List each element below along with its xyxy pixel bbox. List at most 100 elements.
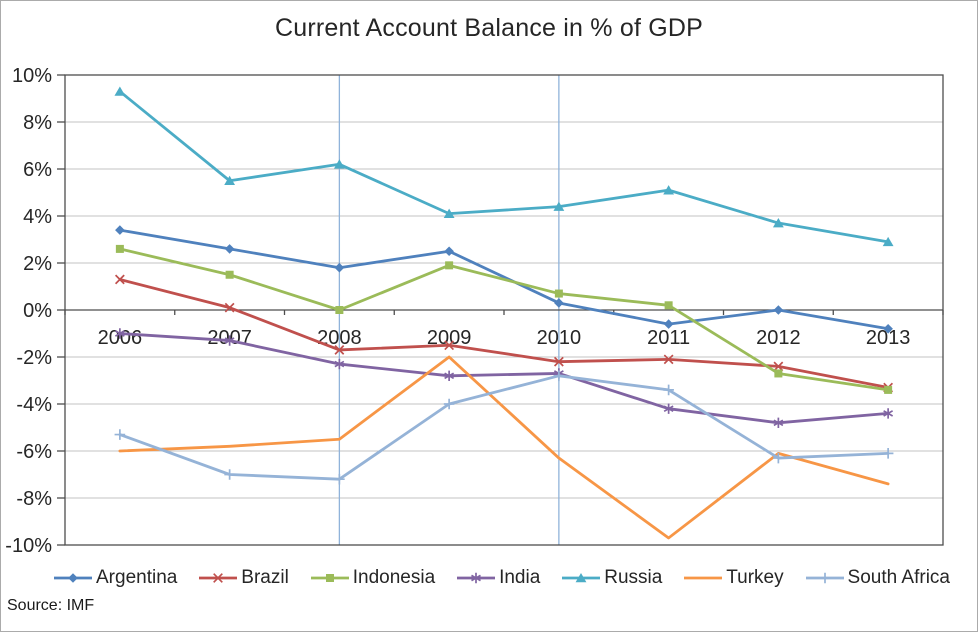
- series-marker-argentina: [115, 225, 125, 235]
- legend-label: India: [499, 567, 541, 588]
- legend-label: South Africa: [847, 567, 950, 588]
- series-marker-south-africa: [882, 448, 894, 459]
- series-marker-brazil: [334, 345, 345, 355]
- series-marker-south-africa: [114, 429, 126, 440]
- series-marker-india: [114, 328, 125, 339]
- series-marker-russia: [333, 159, 345, 169]
- legend-label: Russia: [604, 567, 663, 588]
- legend-swatch-india: [457, 572, 496, 584]
- x-axis-label: 2012: [756, 327, 801, 349]
- series-line-indonesia: [118, 247, 890, 392]
- y-axis-label: 2%: [23, 253, 52, 275]
- legend-label: Argentina: [96, 567, 178, 588]
- series-marker-india: [334, 358, 345, 370]
- series-marker-argentina: [773, 305, 784, 315]
- legend-item-argentina: Argentina: [52, 567, 177, 589]
- series-marker-india: [444, 370, 455, 381]
- legend-item-indonesia: Indonesia: [309, 567, 435, 589]
- series-marker-russia: [663, 185, 675, 195]
- y-axis-label: -8%: [16, 488, 52, 510]
- series-marker-brazil: [663, 354, 674, 365]
- y-axis-label: -10%: [5, 535, 52, 557]
- x-axis-label: 2013: [866, 327, 911, 349]
- y-axis-label: -4%: [16, 394, 52, 416]
- series-marker-brazil: [553, 356, 564, 367]
- series-marker-indonesia: [335, 306, 344, 314]
- series-line-brazil: [118, 278, 890, 389]
- legend-marker: [819, 572, 830, 584]
- series-marker-india: [663, 403, 674, 414]
- series-marker-india: [224, 335, 235, 346]
- legend-item-turkey: Turkey: [682, 567, 784, 589]
- legend-marker: [575, 573, 587, 583]
- legend-marker: [325, 574, 334, 582]
- series-marker-indonesia: [554, 289, 563, 298]
- legend: Argentina Brazil Indonesia India Russia Turke…: [52, 564, 950, 592]
- series-marker-russia: [114, 86, 126, 96]
- chart-title: Current Account Balance in % of GDP: [274, 14, 704, 42]
- series-marker-argentina: [444, 246, 454, 257]
- series-marker-brazil: [773, 361, 784, 372]
- x-axis-label: 2009: [427, 327, 472, 349]
- series-marker-south-africa: [553, 370, 565, 382]
- series-marker-argentina: [334, 262, 345, 273]
- legend-swatch-argentina: [54, 573, 92, 583]
- series-marker-argentina: [663, 319, 674, 329]
- legend-item-russia: Russia: [560, 567, 662, 589]
- series-marker-argentina: [883, 324, 893, 334]
- series-marker-brazil: [224, 302, 235, 313]
- legend-marker: [68, 573, 78, 583]
- legend-label: Brazil: [241, 567, 289, 588]
- series-marker-indonesia: [774, 369, 783, 378]
- source-note: Source: IMF: [7, 597, 95, 614]
- y-axis-label: 6%: [23, 159, 52, 181]
- series-marker-indonesia: [445, 261, 454, 270]
- series-marker-south-africa: [334, 473, 345, 485]
- y-axis-label: -6%: [16, 441, 52, 463]
- legend-item-south-africa: South Africa: [804, 567, 950, 589]
- y-axis-label: 10%: [12, 65, 52, 87]
- series-marker-south-africa: [443, 398, 455, 410]
- series-marker-russia: [443, 208, 455, 218]
- legend-item-brazil: Brazil: [197, 567, 289, 589]
- series-marker-russia: [224, 175, 236, 186]
- y-axis-label: -2%: [16, 347, 52, 369]
- legend-swatch-indonesia: [310, 574, 349, 582]
- series-marker-brazil: [114, 274, 125, 285]
- series-marker-indonesia: [115, 244, 124, 253]
- legend-swatch-russia: [562, 573, 601, 583]
- series-marker-indonesia: [884, 385, 893, 394]
- x-axis-label: 2008: [317, 327, 362, 349]
- series-line-argentina: [118, 228, 890, 331]
- legend-marker: [213, 573, 224, 583]
- legend-marker: [471, 572, 482, 584]
- series-line-russia: [118, 90, 890, 244]
- series-marker-brazil: [444, 340, 455, 351]
- series-marker-south-africa: [224, 469, 235, 480]
- series-marker-russia: [882, 236, 894, 247]
- legend-label: Turkey: [726, 567, 784, 588]
- y-axis-label: 4%: [23, 206, 52, 228]
- series-marker-argentina: [554, 298, 564, 308]
- series-marker-russia: [772, 218, 784, 228]
- legend-swatch-turkey: [684, 576, 723, 580]
- series-line-south-africa: [118, 374, 890, 481]
- series-marker-india: [773, 417, 784, 428]
- legend-swatch-brazil: [199, 573, 238, 583]
- series-marker-indonesia: [664, 301, 673, 310]
- x-axis-label: 2010: [537, 327, 582, 349]
- series-marker-russia: [553, 201, 565, 211]
- legend-item-india: India: [455, 567, 540, 589]
- legend-label: Indonesia: [352, 567, 436, 588]
- y-axis-label: 0%: [23, 300, 52, 322]
- x-axis-label: 2011: [647, 327, 690, 349]
- series-marker-indonesia: [225, 270, 234, 279]
- y-axis-label: 8%: [23, 112, 52, 134]
- legend-swatch-south-africa: [805, 572, 844, 584]
- series-marker-india: [883, 408, 894, 419]
- series-line-turkey: [118, 355, 890, 540]
- series-marker-south-africa: [663, 384, 674, 396]
- series-line-india: [118, 332, 890, 425]
